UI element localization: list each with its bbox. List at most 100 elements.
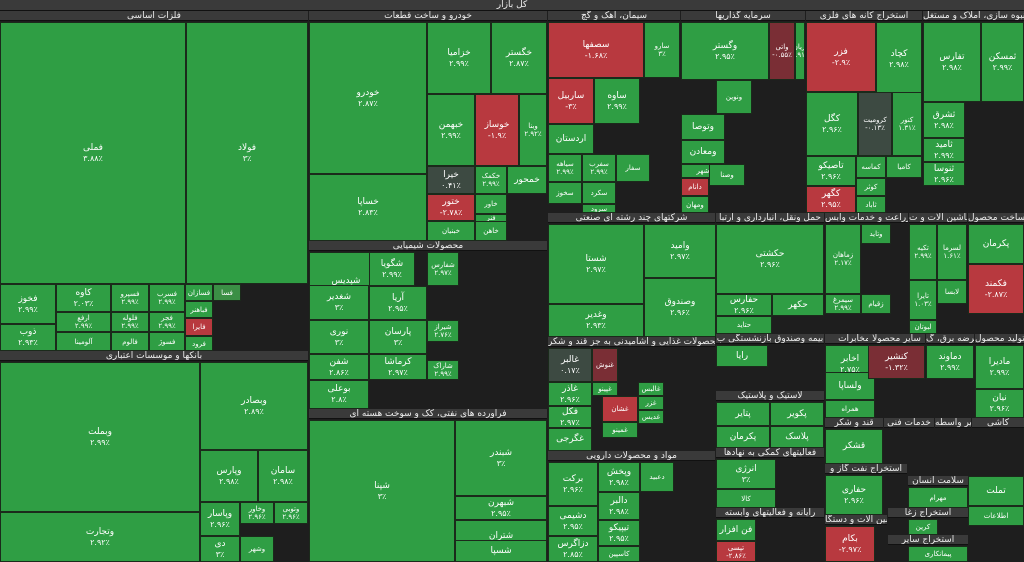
stock-tile[interactable]: کوثر bbox=[856, 178, 886, 196]
stock-tile[interactable]: غنوش bbox=[592, 348, 618, 382]
stock-tile[interactable]: زماهان ۲.۱۷٪ bbox=[825, 224, 861, 294]
sector-header[interactable]: فلزات اساسی bbox=[0, 11, 308, 21]
stock-tile[interactable]: ولساپا bbox=[825, 372, 875, 400]
sector-header[interactable]: شرکتهای چند رشته ای صنعتی bbox=[548, 213, 715, 223]
stock-tile[interactable]: ثامید ۲.۹۹٪ bbox=[923, 138, 965, 162]
stock-tile[interactable]: کماسه bbox=[856, 156, 886, 178]
sector-header[interactable]: تولید محصول bbox=[975, 334, 1024, 344]
stock-tile[interactable]: کرماشا ۲.۹۷٪ bbox=[369, 354, 427, 380]
stock-tile[interactable]: ارفع ۲.۹۹٪ bbox=[56, 312, 111, 332]
stock-tile[interactable]: پکرمان bbox=[716, 426, 770, 448]
stock-tile[interactable]: وپارس ۲.۹۸٪ bbox=[200, 450, 258, 502]
stock-tile[interactable]: شفن ۲.۸۶٪ bbox=[309, 354, 369, 380]
stock-tile[interactable]: فخوز ۲.۹۹٪ bbox=[0, 284, 56, 324]
stock-tile[interactable]: وتاید bbox=[861, 224, 891, 244]
stock-tile[interactable]: وپاسار ۲.۹۶٪ bbox=[200, 502, 240, 536]
stock-tile[interactable]: شسپا bbox=[455, 540, 547, 562]
stock-tile[interactable]: برکت ۲.۹۶٪ bbox=[548, 462, 598, 506]
stock-tile[interactable]: خکمک ۲.۹۹٪ bbox=[475, 166, 507, 194]
stock-tile[interactable]: ومعادن bbox=[681, 140, 725, 164]
sector-header[interactable]: خودرو و ساخت قطعات bbox=[309, 11, 547, 21]
stock-tile[interactable]: فالوم bbox=[111, 332, 149, 351]
stock-tile[interactable]: شاراک ۲.۹۹٪ bbox=[427, 360, 459, 380]
stock-tile[interactable]: تفارس ۲.۹۸٪ bbox=[923, 22, 981, 102]
stock-tile[interactable]: شغدیر ۳٪ bbox=[309, 285, 369, 320]
stock-tile[interactable]: پتایر bbox=[716, 402, 770, 426]
stock-tile[interactable]: ثمسکن ۲.۹۹٪ bbox=[981, 22, 1024, 102]
stock-tile[interactable]: وصندوق ۲.۹۶٪ bbox=[644, 278, 716, 337]
stock-tile[interactable]: فنر bbox=[475, 214, 507, 222]
stock-tile[interactable]: ثاباد bbox=[856, 196, 886, 213]
stock-tile[interactable]: وشهر bbox=[240, 536, 274, 562]
stock-tile[interactable]: کامیا bbox=[886, 156, 922, 178]
sector-header[interactable]: انبوه سازی، املاک و مستغل bbox=[923, 11, 1024, 21]
stock-tile[interactable]: آریان۲.۹۱٪ bbox=[795, 22, 805, 80]
stock-tile[interactable]: خمحور bbox=[507, 166, 547, 194]
stock-tile[interactable]: غزر bbox=[638, 396, 664, 410]
stock-tile[interactable]: دی ۳٪ bbox=[200, 536, 240, 562]
stock-tile[interactable]: بکام -۲.۹۷٪ bbox=[825, 526, 875, 562]
stock-tile[interactable]: حفاری ۲.۹۶٪ bbox=[825, 475, 883, 515]
stock-tile[interactable]: پکویر bbox=[770, 402, 824, 426]
stock-tile[interactable]: شبهرن ۲.۹۵٪ bbox=[455, 496, 547, 520]
stock-tile[interactable]: تیپیکو ۲.۹۵٪ bbox=[598, 520, 640, 546]
stock-tile[interactable]: وگستر ۲.۹۵٪ bbox=[681, 22, 769, 80]
stock-tile[interactable]: فایرا bbox=[185, 318, 213, 336]
stock-tile[interactable]: انرژی ۳٪ bbox=[716, 459, 776, 489]
stock-tile[interactable]: پارسان ۳٪ bbox=[369, 320, 427, 354]
stock-tile[interactable]: کاوه ۲.۰۳٪ bbox=[56, 284, 111, 312]
stock-tile[interactable]: خگستر ۲.۸۷٪ bbox=[491, 22, 547, 94]
stock-tile[interactable]: ذوب ۲.۹۳٪ bbox=[0, 324, 56, 351]
stock-tile[interactable]: سفرب ۲.۹۹٪ bbox=[582, 154, 616, 182]
stock-tile[interactable]: وامید ۲.۹۷٪ bbox=[644, 224, 716, 278]
stock-tile[interactable]: غگرجی bbox=[548, 428, 592, 451]
sector-header[interactable]: قند و شکر bbox=[825, 418, 883, 428]
stock-tile[interactable]: خاهن bbox=[475, 221, 507, 241]
stock-tile[interactable]: ومهان bbox=[681, 196, 709, 213]
sector-header[interactable]: کاشی bbox=[972, 418, 1024, 428]
stock-tile[interactable]: کنشیر -۱.۳۲٪ bbox=[868, 345, 925, 379]
sector-header[interactable]: حمل ونقل، انبارداری و ارتبا bbox=[716, 213, 824, 223]
sector-header[interactable]: مخابرات bbox=[825, 334, 883, 344]
stock-tile[interactable]: خزامیا ۲.۹۹٪ bbox=[427, 22, 491, 94]
stock-tile[interactable]: ونوین bbox=[716, 80, 752, 114]
stock-tile[interactable]: سامان ۲.۹۸٪ bbox=[258, 450, 308, 502]
stock-tile[interactable]: حکشتی ۲.۹۶٪ bbox=[716, 224, 824, 294]
stock-tile[interactable]: ساوه ۲.۹۹٪ bbox=[594, 78, 640, 124]
sector-header[interactable]: سلامت انسان bbox=[908, 476, 968, 486]
stock-tile[interactable]: کگهر ۲.۹۵٪ bbox=[806, 186, 856, 213]
stock-tile[interactable]: سصفها -۱.۶۸٪ bbox=[548, 22, 644, 78]
stock-tile[interactable]: حکهر bbox=[772, 294, 824, 316]
stock-tile[interactable]: وپخش ۲.۹۸٪ bbox=[598, 462, 640, 492]
stock-tile[interactable]: ختور -۲.۷۸٪ bbox=[427, 194, 475, 221]
stock-tile[interactable]: فملی ۳.۸۸٪ bbox=[0, 22, 186, 284]
stock-tile[interactable]: تاصیکو ۲.۹۶٪ bbox=[806, 156, 856, 186]
stock-tile[interactable]: همراه bbox=[825, 400, 875, 418]
stock-tile[interactable]: دماوند ۲.۹۹٪ bbox=[926, 345, 974, 379]
stock-tile[interactable]: شستا ۲.۹۷٪ bbox=[548, 224, 644, 304]
stock-tile[interactable]: سارو ۳٪ bbox=[644, 22, 680, 78]
sector-header[interactable]: ماشین آلات و دستگا bbox=[825, 515, 887, 525]
stock-tile[interactable]: وخاور ۲.۹۶٪ bbox=[240, 502, 274, 524]
stock-tile[interactable]: فسرب ۲.۹۹٪ bbox=[149, 284, 185, 312]
stock-tile[interactable]: ثشرق ۲.۹۸٪ bbox=[923, 102, 965, 138]
stock-tile[interactable]: سیمرغ ۲.۹۹٪ bbox=[825, 294, 861, 314]
stock-tile[interactable]: وبصادر ۲.۸۹٪ bbox=[200, 362, 308, 450]
stock-tile[interactable]: غاذر ۲.۹۶٪ bbox=[548, 382, 592, 406]
stock-tile[interactable]: خبنیان bbox=[427, 221, 475, 241]
sector-header[interactable]: محصولات شیمیایی bbox=[309, 241, 547, 251]
stock-tile[interactable]: اطلاعات bbox=[968, 506, 1024, 526]
stock-tile[interactable]: فرود bbox=[185, 336, 213, 351]
sector-header[interactable]: سیمان، آهک و گچ bbox=[548, 11, 680, 21]
sector-header[interactable]: استخراج سایر bbox=[888, 535, 968, 545]
sector-header[interactable]: فراورده های نفتی، کک و سوخت هسته ای bbox=[309, 409, 547, 419]
stock-tile[interactable]: زقیام bbox=[861, 294, 891, 314]
sector-header[interactable]: بیمه وصندوق بازنشستگی ب bbox=[716, 334, 824, 344]
stock-tile[interactable]: کالا bbox=[716, 489, 776, 508]
stock-tile[interactable]: خساپا ۲.۸۳٪ bbox=[309, 174, 427, 241]
stock-tile[interactable]: وتجارت ۲.۹۲٪ bbox=[0, 512, 200, 562]
stock-tile[interactable]: قشکر bbox=[825, 429, 883, 464]
stock-tile[interactable]: لابسا bbox=[937, 280, 967, 304]
stock-tile[interactable]: فباهنر bbox=[185, 301, 213, 318]
stock-tile[interactable]: سخوز bbox=[548, 182, 582, 204]
